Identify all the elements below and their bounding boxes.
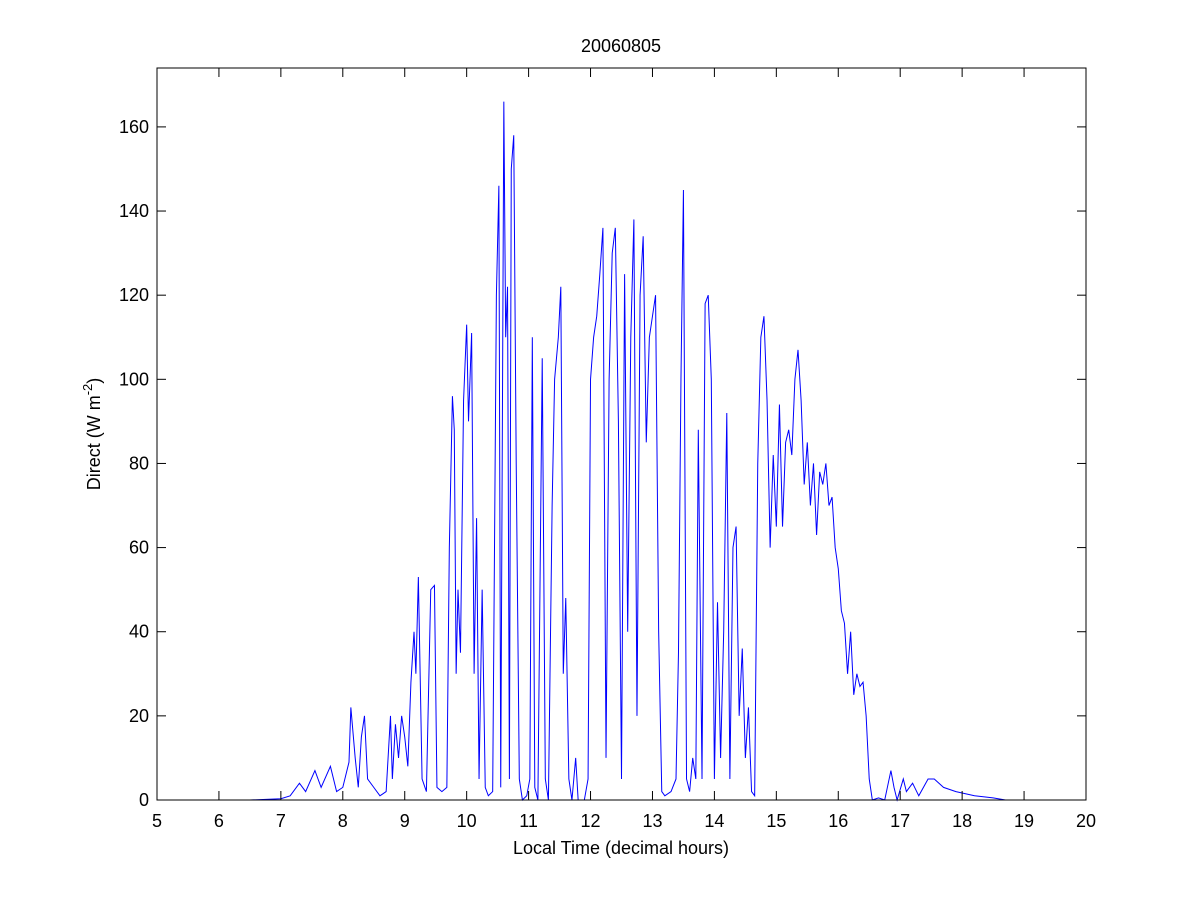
y-tick-label: 60 bbox=[129, 538, 149, 558]
y-tick-label: 40 bbox=[129, 622, 149, 642]
y-tick-label: 160 bbox=[119, 117, 149, 137]
y-axis-label: Direct (W m-2) bbox=[80, 378, 104, 491]
chart-title: 20060805 bbox=[581, 36, 661, 56]
x-tick-label: 13 bbox=[642, 811, 662, 831]
x-tick-label: 7 bbox=[276, 811, 286, 831]
x-tick-label: 14 bbox=[704, 811, 724, 831]
x-tick-label: 15 bbox=[766, 811, 786, 831]
x-tick-label: 20 bbox=[1076, 811, 1096, 831]
x-tick-label: 18 bbox=[952, 811, 972, 831]
x-tick-label: 11 bbox=[519, 811, 538, 831]
axes-box bbox=[156, 67, 1087, 801]
y-label-close: ) bbox=[84, 378, 104, 384]
x-tick-label: 5 bbox=[152, 811, 162, 831]
y-label-sup: -2 bbox=[80, 384, 95, 396]
x-axis-label: Local Time (decimal hours) bbox=[513, 838, 729, 858]
x-tick-label: 12 bbox=[581, 811, 601, 831]
x-tick-label: 17 bbox=[890, 811, 910, 831]
y-label-text: Direct (W m bbox=[84, 395, 104, 490]
y-tick-label: 140 bbox=[119, 201, 149, 221]
x-tick-label: 9 bbox=[400, 811, 410, 831]
data-line bbox=[200, 101, 1006, 802]
y-tick-label: 0 bbox=[139, 790, 149, 810]
x-tick-label: 19 bbox=[1014, 811, 1034, 831]
x-tick-label: 10 bbox=[457, 811, 477, 831]
x-tick-label: 16 bbox=[828, 811, 848, 831]
y-tick-label: 100 bbox=[119, 369, 149, 389]
x-tick-label: 8 bbox=[338, 811, 348, 831]
y-tick-label: 80 bbox=[129, 453, 149, 473]
x-tick-label: 6 bbox=[214, 811, 224, 831]
y-tick-label: 120 bbox=[119, 285, 149, 305]
y-tick-label: 20 bbox=[129, 706, 149, 726]
